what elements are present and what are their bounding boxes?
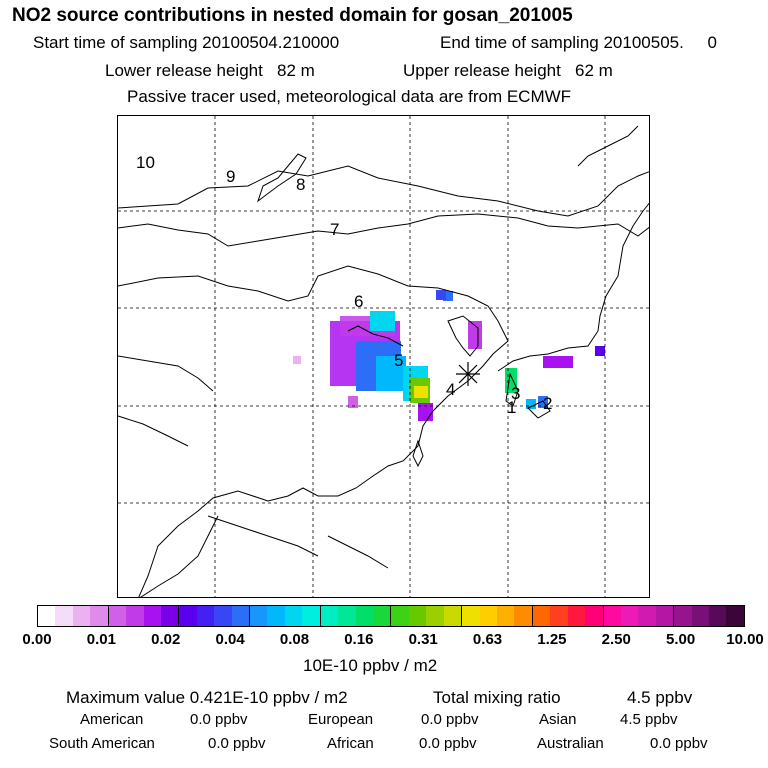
colorbar-tick-label: 0.04 (215, 631, 245, 648)
colorbar-swatch (267, 606, 285, 626)
receptor-star-marker (456, 362, 480, 386)
colorbar-tick-label: 5.00 (666, 631, 696, 648)
region-number: 2 (543, 394, 552, 413)
colorbar-swatch (90, 606, 109, 626)
region-number: 10 (136, 153, 155, 172)
colorbar-swatch (55, 606, 73, 626)
colorbar-swatch (284, 606, 303, 626)
colorbar-swatch (126, 606, 144, 626)
colorbar (37, 605, 745, 627)
colorbar-swatch (726, 606, 744, 626)
colorbar-swatch (338, 606, 356, 626)
colorbar-swatch (462, 606, 480, 626)
source-name: Asian (539, 711, 577, 728)
colorbar-swatch (426, 606, 444, 626)
region-number: 5 (394, 351, 403, 370)
colorbar-swatch (391, 606, 409, 626)
colorbar-swatch (373, 606, 392, 626)
colorbar-swatch (496, 606, 515, 626)
colorbar-swatch (196, 606, 215, 626)
colorbar-tick-label: 0.31 (408, 631, 438, 648)
source-name: American (80, 711, 144, 728)
colorbar-swatch (408, 606, 427, 626)
colorbar-tick-label: 2.50 (601, 631, 631, 648)
colorbar-swatch (320, 606, 339, 626)
colorbar-swatch (514, 606, 533, 626)
upper-release-label: Upper release height 62 m (403, 61, 613, 80)
colorbar-swatch (160, 606, 180, 626)
source-value: 0.0 ppbv (421, 711, 479, 728)
colorbar-swatch (674, 606, 692, 626)
total-mixing-value: 4.5 ppbv (627, 688, 693, 707)
colorbar-tick-label: 0.08 (279, 631, 310, 648)
colorbar-tick-label: 0.16 (344, 631, 374, 648)
coastline-layer (118, 125, 649, 597)
colorbar-swatch (179, 606, 197, 626)
colorbar-swatch (620, 606, 639, 626)
start-time-label: Start time of sampling 20100504.210000 (33, 33, 340, 52)
source-name: European (308, 711, 374, 728)
region-number: 8 (296, 175, 305, 194)
colorbar-swatch (250, 606, 268, 626)
colorbar-swatch (550, 606, 568, 626)
grid-lines (118, 116, 649, 597)
region-number: 3 (511, 384, 520, 403)
source-name: Australian (537, 735, 604, 752)
region-number: 1 (507, 398, 516, 417)
source-name: African (327, 735, 374, 752)
region-number: 7 (330, 220, 339, 239)
colorbar-swatch (691, 606, 710, 626)
colorbar-tick-label: 0.00 (22, 631, 52, 648)
region-number: 9 (226, 167, 235, 186)
colorbar-swatch (302, 606, 321, 626)
source-value: 0.0 ppbv (190, 711, 248, 728)
plume-layer (293, 290, 605, 421)
colorbar-swatch (567, 606, 586, 626)
colorbar-tick-label: 0.63 (472, 631, 503, 648)
colorbar-swatch (231, 606, 251, 626)
colorbar-swatch (532, 606, 551, 626)
source-value: 0.0 ppbv (650, 735, 708, 752)
colorbar-swatch (72, 606, 91, 626)
region-number: 6 (354, 292, 363, 311)
colorbar-tick-label: 1.25 (537, 631, 567, 648)
colorbar-unit-label: 10E-10 ppbv / m2 (303, 656, 438, 675)
colorbar-swatch (38, 606, 56, 626)
colorbar-swatch (585, 606, 604, 626)
source-value: 0.0 ppbv (208, 735, 266, 752)
lower-release-label: Lower release height 82 m (105, 61, 315, 80)
colorbar-tick-label: 0.02 (151, 631, 181, 648)
region-number: 4 (446, 380, 455, 399)
map-svg: 10 9 8 7 6 5 4 1 2 3 (118, 116, 649, 597)
colorbar-swatch (108, 606, 127, 626)
source-name: South American (49, 735, 155, 752)
colorbar-tick-label: 0.01 (86, 631, 116, 648)
colorbar-swatch (603, 606, 621, 626)
colorbar-swatch (143, 606, 161, 626)
colorbar-swatch (655, 606, 675, 626)
map-panel: 10 9 8 7 6 5 4 1 2 3 (117, 115, 650, 598)
colorbar-swatch (443, 606, 463, 626)
colorbar-swatch (355, 606, 374, 626)
source-value: 4.5 ppbv (620, 711, 678, 728)
colorbar-swatch (479, 606, 497, 626)
colorbar-swatch (709, 606, 727, 626)
total-mixing-label: Total mixing ratio (433, 688, 561, 707)
colorbar-swatch (214, 606, 232, 626)
source-value: 0.0 ppbv (419, 735, 477, 752)
region-number-layer: 10 9 8 7 6 5 4 1 2 3 (136, 153, 552, 417)
colorbar-swatch (638, 606, 656, 626)
colorbar-tick-label: 10.00 (726, 631, 764, 648)
max-value-label: Maximum value 0.421E-10 ppbv / m2 (66, 688, 348, 707)
end-time-label: End time of sampling 20100505. 0 (440, 33, 717, 52)
chart-title: NO2 source contributions in nested domai… (12, 5, 573, 26)
passive-tracer-label: Passive tracer used, meteorological data… (127, 87, 572, 106)
